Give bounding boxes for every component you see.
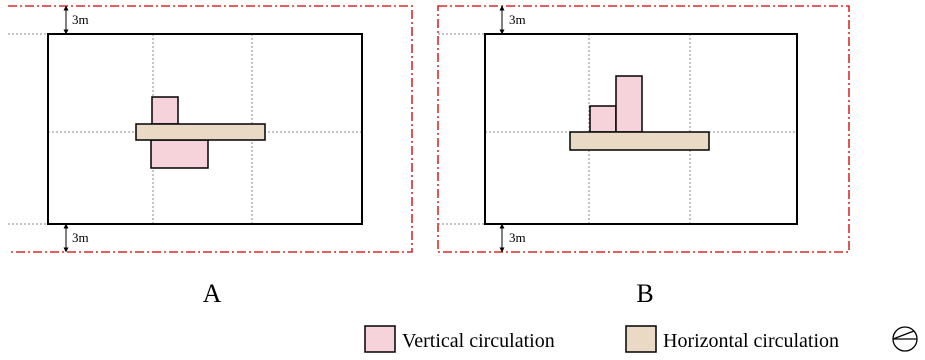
vertical-circulation-core [615, 75, 643, 133]
setback-label-bottom: 3m [509, 230, 526, 245]
plan-label-b: B [636, 279, 653, 308]
vertical-circulation-core [151, 96, 179, 125]
legend-swatch-horizontal [625, 325, 657, 353]
vertical-circulation-core [150, 139, 209, 169]
site-boundary [8, 5, 413, 253]
legend-label-horizontal: Horizontal circulation [663, 330, 839, 352]
plan-b: 3m 3m B [437, 5, 850, 308]
legend: Vertical circulation Horizontal circulat… [364, 325, 918, 353]
building-outline [484, 33, 798, 225]
setback-label-top: 3m [72, 12, 89, 27]
setback-label-top: 3m [509, 12, 526, 27]
horizontal-circulation-corridor [569, 131, 710, 151]
legend-label-vertical: Vertical circulation [402, 330, 555, 352]
plan-label-a: A [203, 279, 222, 308]
legend-swatch-vertical [364, 325, 396, 353]
north-arrow-icon [892, 326, 918, 352]
vertical-circulation-core [589, 105, 617, 133]
setback-label-bottom: 3m [72, 230, 89, 245]
horizontal-circulation-corridor [135, 123, 266, 141]
plan-a: 3m 3m A [8, 5, 413, 308]
building-outline [47, 33, 363, 225]
site-boundary [437, 5, 850, 253]
